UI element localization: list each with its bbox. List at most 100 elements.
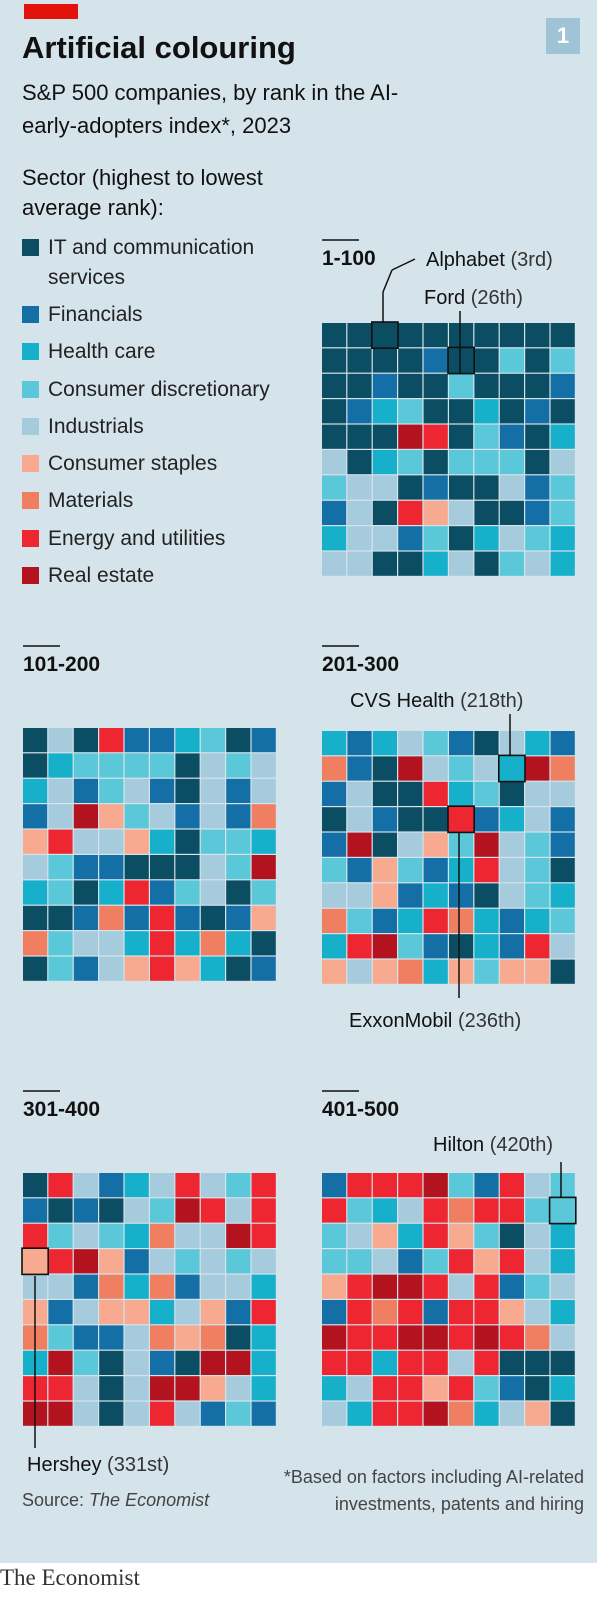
company-square [423,500,448,525]
company-square [398,1274,423,1299]
company-square [175,1350,200,1375]
company-square [347,323,372,348]
company-square [48,829,73,854]
company-square [525,1274,550,1299]
company-square [525,731,550,756]
company-square [449,424,474,449]
company-square [499,1376,524,1401]
company-square [322,1300,347,1325]
company-square [175,1249,200,1274]
company-square [48,1350,73,1375]
company-square [251,1274,276,1299]
company-square [550,858,575,883]
company-square [73,1249,98,1274]
company-square [73,931,98,956]
company-square [550,908,575,933]
company-square [423,424,448,449]
company-square [347,1249,372,1274]
company-square [525,500,550,525]
highlight-square [497,754,526,783]
company-square [322,348,347,373]
company-square [499,399,524,424]
company-square [226,1274,251,1299]
company-square [73,753,98,778]
company-square [322,399,347,424]
company-square [73,1223,98,1248]
company-square [99,1350,124,1375]
company-square [550,1376,575,1401]
company-square [449,781,474,806]
company-square [226,880,251,905]
company-square [347,1198,372,1223]
company-square [322,450,347,475]
company-square [550,832,575,857]
company-square [251,829,276,854]
company-square [175,1198,200,1223]
company-square [322,858,347,883]
company-square [251,1249,276,1274]
company-square [449,1350,474,1375]
company-square [175,1300,200,1325]
company-square [525,399,550,424]
company-square [150,1173,175,1198]
company-square [99,1223,124,1248]
company-square [48,804,73,829]
company-square [347,450,372,475]
company-square [150,804,175,829]
company-square [398,781,423,806]
company-square [449,450,474,475]
company-square [398,959,423,984]
company-square [474,1325,499,1350]
company-square [398,1350,423,1375]
company-square [449,1376,474,1401]
company-square [175,1173,200,1198]
company-square [226,1350,251,1375]
company-square [372,551,397,576]
company-square [550,424,575,449]
company-square [124,1223,149,1248]
company-square [499,1350,524,1375]
legend-swatch [22,492,39,510]
company-square [124,829,149,854]
source-note: Source: The Economist [22,1490,209,1511]
company-square [423,756,448,781]
company-square [73,1376,98,1401]
company-square [550,1300,575,1325]
company-square [423,348,448,373]
company-square [398,883,423,908]
company-square [398,1198,423,1223]
company-square [251,1401,276,1426]
company-square [322,934,347,959]
highlight-square [447,346,476,375]
annotation-label: Hilton (420th) [433,1134,553,1156]
company-square [200,1173,225,1198]
company-square [226,804,251,829]
company-square [550,1249,575,1274]
company-square [550,551,575,576]
company-square [474,323,499,348]
company-square [449,1198,474,1223]
company-square [73,855,98,880]
company-square [372,526,397,551]
company-square [200,880,225,905]
company-square [525,1325,550,1350]
company-square [200,728,225,753]
highlight-square [370,321,399,350]
annotation-company: Ford [424,287,471,309]
company-square [48,1249,73,1274]
company-square [175,778,200,803]
source-prefix: Source: [22,1490,90,1510]
company-square [474,832,499,857]
company-square [449,399,474,424]
legend-swatch [22,455,39,473]
company-square [474,731,499,756]
company-square [251,753,276,778]
company-square [372,1198,397,1223]
legend-swatch [22,306,39,323]
company-square [73,1350,98,1375]
company-square [322,1173,347,1198]
company-square [99,880,124,905]
company-square [449,373,474,398]
company-square [423,1249,448,1274]
company-square [322,323,347,348]
